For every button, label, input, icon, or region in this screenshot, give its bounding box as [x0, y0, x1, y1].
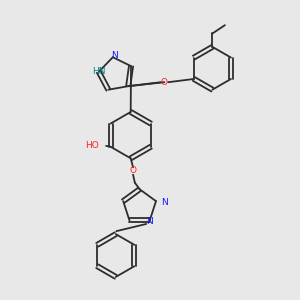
Text: O: O [130, 166, 136, 175]
Text: O: O [161, 78, 168, 87]
Text: N: N [146, 217, 152, 226]
Text: N: N [160, 197, 167, 206]
Text: N: N [111, 51, 118, 60]
Text: HN: HN [92, 67, 106, 76]
Text: HO: HO [85, 141, 99, 150]
